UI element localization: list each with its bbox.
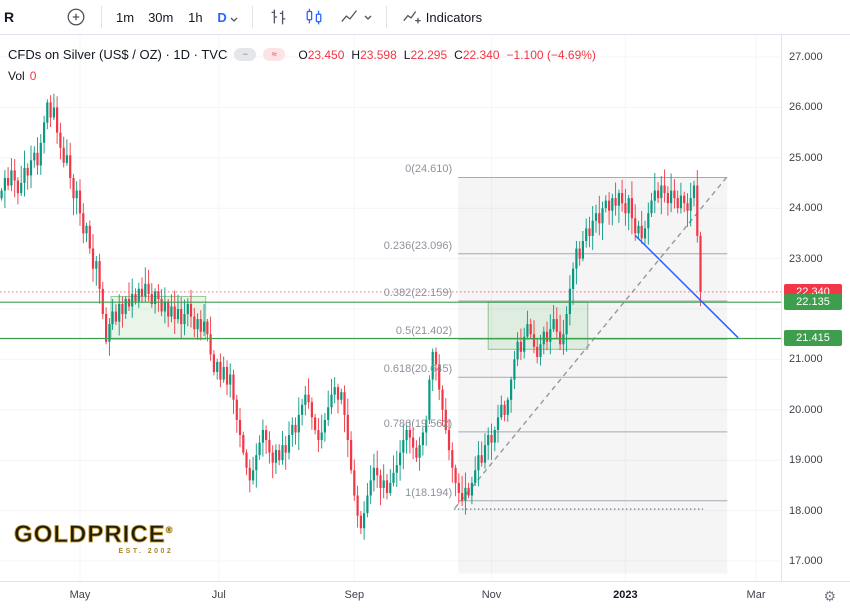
chart-pane[interactable]: CFDs on Silver (US$ / OZ) · 1D · TVC − ≈… — [0, 35, 781, 581]
bars-style-icon — [267, 6, 289, 28]
chart-settings-icon[interactable]: ⚙ — [823, 588, 836, 604]
open-label: O — [298, 47, 308, 62]
time-tick-label: Jul — [211, 589, 226, 601]
chevron-down-icon — [230, 10, 238, 25]
chart-area: CFDs on Silver (US$ / OZ) · 1D · TVC − ≈… — [0, 35, 850, 581]
interval-30m-button[interactable]: 30m — [141, 3, 180, 31]
time-tick-label: May — [69, 589, 91, 601]
legend-minimize-icon[interactable]: − — [234, 48, 257, 61]
low-label: L — [403, 47, 411, 62]
indicators-label: Indicators — [425, 9, 483, 25]
fib-level-label: 1(18.194) — [405, 486, 453, 499]
close-value: 22.340 — [462, 47, 500, 62]
goldprice-est-label: EST. 2002 — [118, 548, 174, 555]
price-label-badge: 21.415 — [784, 330, 842, 347]
candles-style-icon — [303, 6, 325, 28]
volume-label: Vol — [8, 69, 25, 83]
symbol-name-fragment[interactable]: R — [4, 9, 15, 25]
line-style-icon — [339, 6, 361, 28]
registered-mark: ® — [165, 525, 174, 535]
price-tick-label: 25.000 — [789, 151, 823, 164]
ohlc-readout: O23.450 H23.598 L22.295 C22.340 −1.100 (−4.6… — [298, 48, 596, 62]
legend-wave-icon[interactable]: ≈ — [263, 48, 286, 61]
symbol-title[interactable]: CFDs on Silver (US$ / OZ) · 1D · TVC — [8, 47, 228, 62]
indicators-icon — [401, 6, 423, 28]
high-label: H — [351, 47, 361, 62]
price-tick-label: 19.000 — [789, 454, 823, 467]
price-tick-label: 24.000 — [789, 202, 823, 215]
interval-1h-button[interactable]: 1h — [180, 3, 210, 31]
candles-style-button[interactable] — [296, 3, 332, 31]
price-tick-label: 17.000 — [789, 555, 823, 567]
fib-level-label: 0.786(19.562) — [383, 417, 453, 430]
interval-1m-button[interactable]: 1m — [109, 3, 141, 31]
time-tick-label: Mar — [746, 589, 766, 601]
time-tick-label: Sep — [344, 589, 365, 601]
chart-legend: CFDs on Silver (US$ / OZ) · 1D · TVC − ≈… — [8, 47, 596, 83]
top-toolbar: R 1m 30m 1h D Indicators — [0, 0, 850, 35]
fib-level-label: 0.236(23.096) — [383, 239, 453, 252]
price-axis[interactable]: 27.000 26.000 25.000 24.000 23.000 21.000 20.0… — [781, 35, 849, 581]
indicators-button[interactable]: Indicators — [394, 3, 489, 31]
high-value: 23.598 — [360, 47, 397, 62]
price-tick-label: 23.000 — [789, 252, 823, 265]
fib-level-label: 0(24.610) — [405, 163, 453, 176]
fib-level-label: 0.618(20.645) — [383, 363, 453, 376]
price-label-badge: 22.135 — [784, 294, 842, 311]
volume-readout: Vol 0 — [8, 69, 596, 83]
low-value: 22.295 — [410, 47, 448, 62]
goldprice-logo: GOLDPRICE® — [14, 521, 174, 548]
chevron-down-icon — [364, 15, 372, 20]
plus-circle-icon — [65, 6, 87, 28]
bar-style-button[interactable] — [260, 3, 296, 31]
price-tick-label: 26.000 — [789, 101, 823, 114]
goldprice-watermark: GOLDPRICE® EST. 2002 — [14, 521, 174, 555]
close-label: C — [454, 47, 463, 62]
fib-level-label: 0.382(22.159) — [383, 286, 453, 299]
compare-add-button[interactable] — [58, 3, 94, 31]
price-chart-canvas[interactable] — [0, 35, 781, 581]
volume-value: 0 — [29, 69, 37, 83]
interval-1d-button[interactable]: D — [210, 3, 244, 31]
toolbar-separator — [101, 6, 102, 28]
line-style-button[interactable] — [332, 3, 379, 31]
change-value: −1.100 (−4.69%) — [506, 47, 596, 62]
price-tick-label: 18.000 — [789, 504, 823, 517]
toolbar-separator — [251, 6, 253, 28]
price-tick-label: 27.000 — [789, 51, 823, 63]
time-tick-label: Nov — [481, 589, 502, 601]
toolbar-separator — [385, 6, 387, 28]
time-axis[interactable]: ⚙ May Jul Sep Nov 2023 Mar — [0, 581, 850, 613]
price-tick-label: 20.000 — [789, 403, 823, 416]
open-value: 23.450 — [307, 47, 345, 62]
interval-1d-label: D — [217, 9, 227, 25]
fib-level-label: 0.5(21.402) — [395, 325, 453, 338]
price-tick-label: 21.000 — [789, 353, 823, 366]
time-tick-label: 2023 — [613, 589, 638, 601]
